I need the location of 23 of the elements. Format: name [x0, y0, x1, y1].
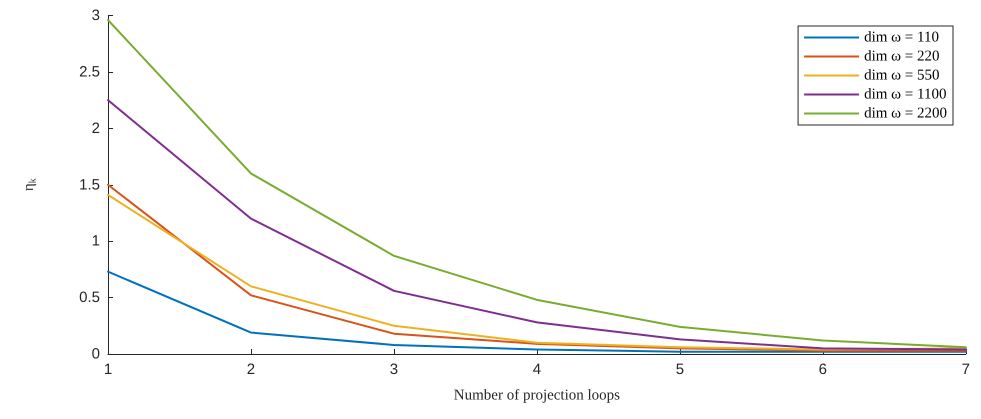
- legend-label: dim ω = 110: [864, 30, 939, 46]
- legend-label: dim ω = 1100: [864, 86, 946, 102]
- legend-label: dim ω = 550: [864, 68, 940, 84]
- x-tick-label: 5: [676, 361, 684, 378]
- y-tick-label: 1.5: [79, 176, 100, 194]
- y-axis-title: ηk: [21, 178, 38, 192]
- x-tick-label: 2: [246, 361, 256, 378]
- legend-label: dim ω = 220: [864, 48, 940, 64]
- x-tick-label: 6: [818, 361, 828, 378]
- x-tick-label: 3: [390, 361, 398, 378]
- line-series: [107, 99, 967, 350]
- y-tick-label: 0.5: [79, 289, 100, 306]
- y-tick-label: 3: [92, 7, 100, 24]
- x-tick-label: 7: [962, 361, 970, 378]
- line-series: [107, 19, 967, 348]
- y-tick-label: 1: [92, 232, 100, 250]
- legend-label: dim ω = 2200: [864, 106, 948, 122]
- y-tick-label: 0: [92, 346, 100, 362]
- x-tick-label: 1: [104, 361, 112, 378]
- x-tick-label: 4: [532, 361, 542, 378]
- x-axis-title: Number of projection loops: [454, 388, 620, 404]
- y-tick-label: 2.5: [79, 63, 100, 80]
- y-tick-label: 2: [92, 120, 100, 137]
